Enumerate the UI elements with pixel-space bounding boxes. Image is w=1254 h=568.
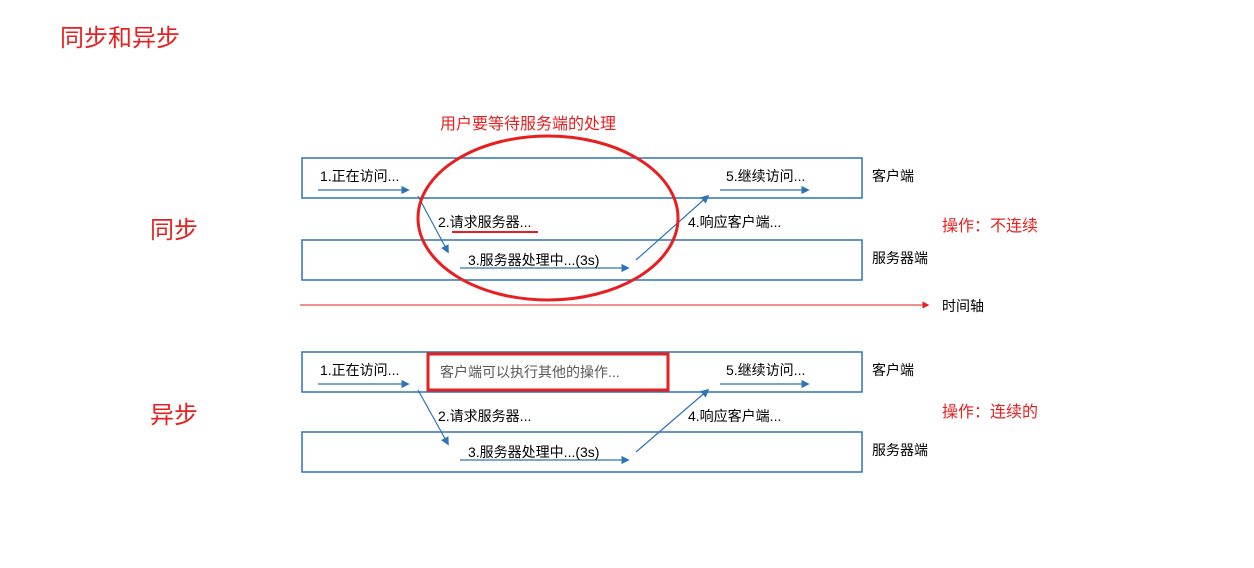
sync-op-label: 操作：不连续 [942, 212, 1038, 236]
timeline-label: 时间轴 [942, 296, 984, 316]
sync-step4: 4.响应客户端... [688, 212, 781, 232]
async-step2: 2.请求服务器... [438, 406, 531, 426]
async-highlight-text: 客户端可以执行其他的操作... [440, 362, 620, 382]
async-server-label: 服务器端 [872, 440, 928, 460]
diagram-canvas [0, 0, 1254, 568]
async-op-label: 操作：连续的 [942, 398, 1038, 422]
async-step3: 3.服务器处理中...(3s) [468, 442, 599, 462]
async-step1: 1.正在访问... [320, 360, 399, 380]
sync-step3: 3.服务器处理中...(3s) [468, 250, 599, 270]
sync-step2: 2.请求服务器... [438, 212, 531, 232]
async-heading: 异步 [150, 395, 198, 430]
async-step5: 5.继续访问... [726, 360, 805, 380]
sync-client-label: 客户端 [872, 166, 914, 186]
async-client-label: 客户端 [872, 360, 914, 380]
sync-server-label: 服务器端 [872, 248, 928, 268]
note-top: 用户要等待服务端的处理 [440, 110, 616, 134]
sync-step5: 5.继续访问... [726, 166, 805, 186]
sync-heading: 同步 [150, 210, 198, 245]
sync-step1: 1.正在访问... [320, 166, 399, 186]
page-title: 同步和异步 [60, 18, 180, 53]
async-step4: 4.响应客户端... [688, 406, 781, 426]
